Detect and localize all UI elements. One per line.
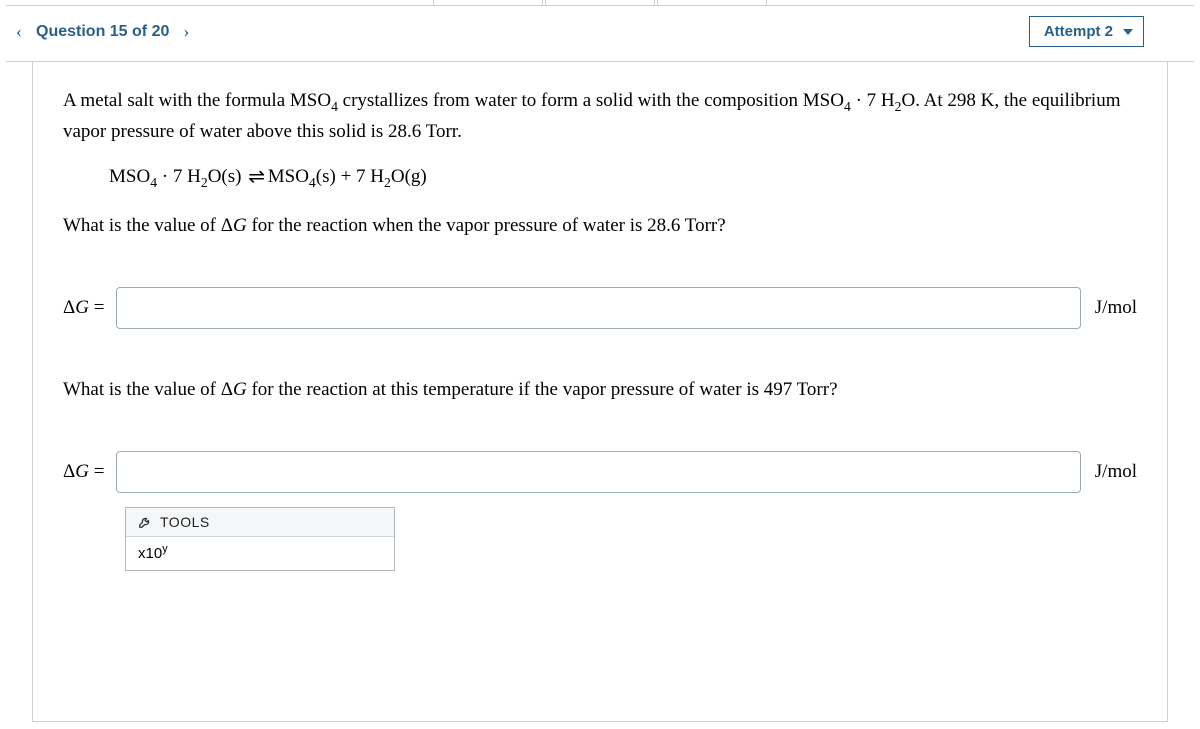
question-header: ‹ Question 15 of 20 › Attempt 2	[6, 6, 1194, 62]
answer-row-1: ΔG = J/mol	[63, 287, 1137, 329]
answer-1-unit: J/mol	[1091, 297, 1137, 319]
question-1-text: What is the value of ΔG for the reaction…	[63, 215, 1137, 237]
reaction-equation: MSO4 · 7 H2O(s) ⇌ MSO4(s) + 7 H2O(g)	[109, 166, 1137, 191]
question-content: A metal salt with the formula MSO4 cryst…	[32, 62, 1168, 722]
wrench-icon	[138, 515, 152, 529]
page-container: ‹ Question 15 of 20 › Attempt 2 A metal …	[0, 0, 1200, 722]
answer-2-unit: J/mol	[1091, 461, 1137, 483]
answer-row-2: ΔG = J/mol	[63, 451, 1137, 493]
question-2-text: What is the value of ΔG for the reaction…	[63, 379, 1137, 401]
answer-2-input[interactable]	[116, 451, 1080, 493]
tools-panel: TOOLS x10y	[125, 507, 395, 571]
top-tab-stubs	[6, 0, 1194, 6]
sci-notation-button[interactable]: x10y	[126, 537, 394, 570]
tools-header: TOOLS	[126, 508, 394, 537]
answer-2-label: ΔG =	[63, 461, 106, 483]
chevron-down-icon	[1123, 29, 1133, 35]
next-question-button[interactable]: ›	[177, 19, 195, 44]
attempt-dropdown[interactable]: Attempt 2	[1029, 16, 1144, 47]
question-number-label: Question 15 of 20	[36, 23, 169, 41]
prev-question-button[interactable]: ‹	[10, 19, 28, 44]
question-nav: ‹ Question 15 of 20 ›	[10, 19, 195, 44]
answer-1-label: ΔG =	[63, 297, 106, 319]
answer-1-input[interactable]	[116, 287, 1080, 329]
problem-intro: A metal salt with the formula MSO4 cryst…	[63, 86, 1137, 146]
attempt-dropdown-label: Attempt 2	[1044, 23, 1113, 40]
tools-title: TOOLS	[160, 514, 210, 530]
